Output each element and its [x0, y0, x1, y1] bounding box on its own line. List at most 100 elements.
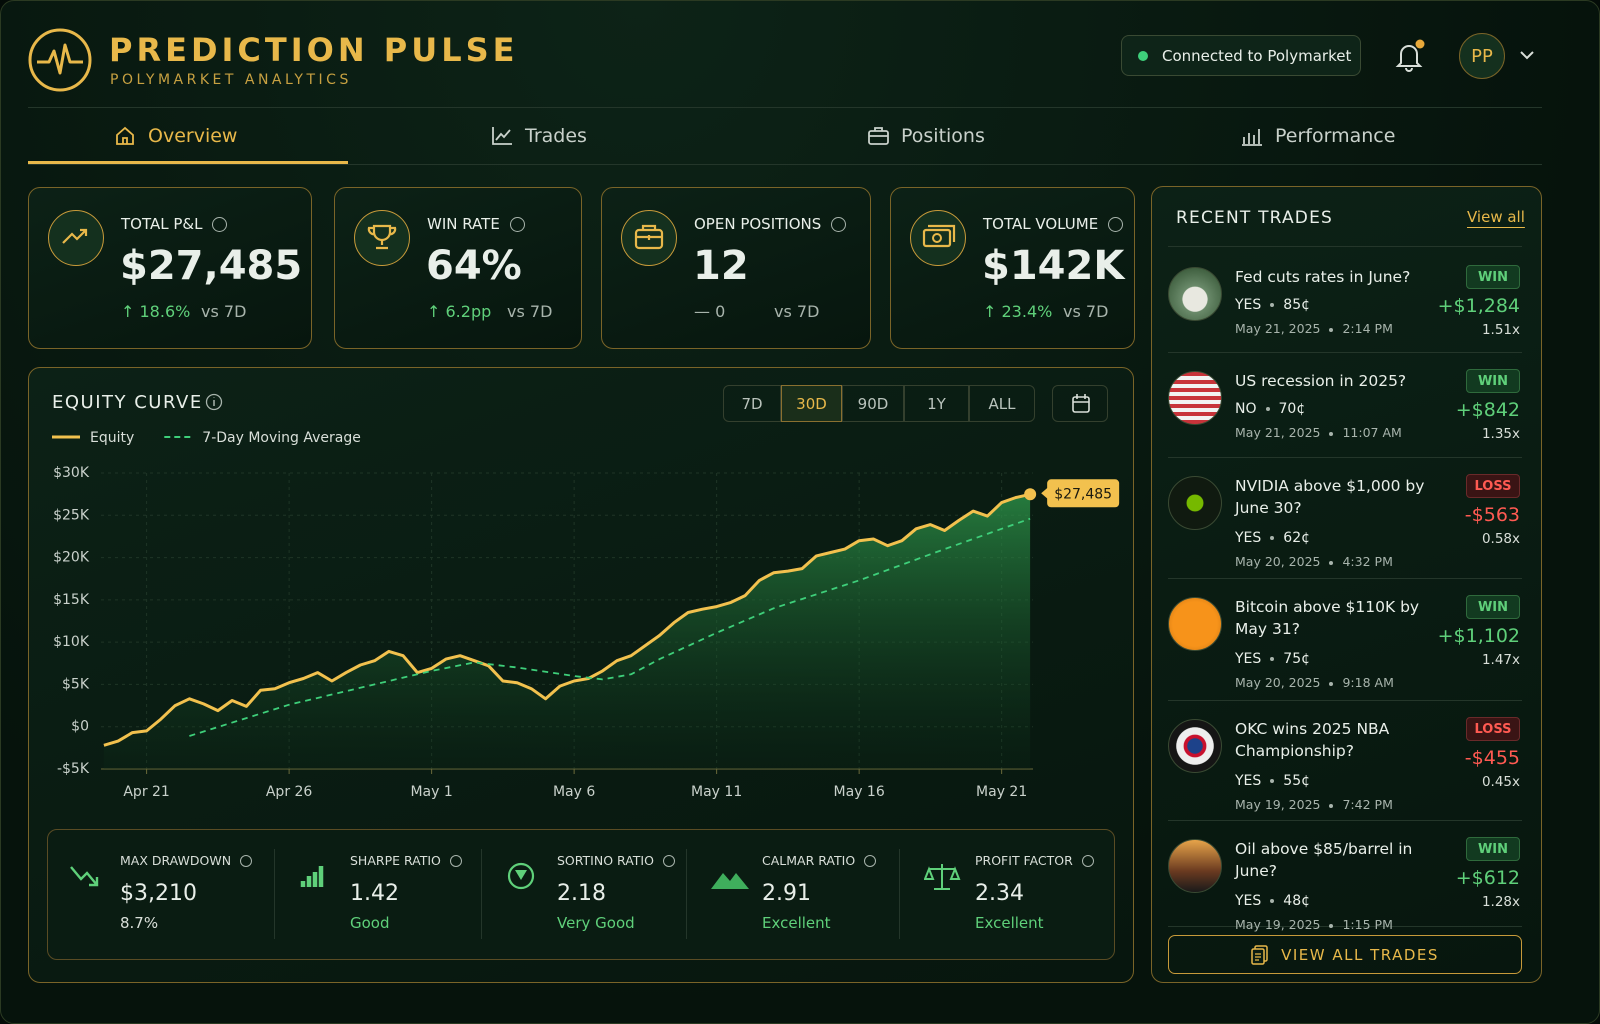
calendar-icon	[1072, 394, 1090, 413]
trade-side: YES 75¢	[1235, 651, 1310, 667]
time: 4:32 PM	[1342, 554, 1393, 569]
metric-label: MAX DRAWDOWN	[120, 853, 253, 868]
trade-row[interactable]: Fed cuts rates in June? YES 85¢ May 21, 202…	[1168, 249, 1522, 353]
metric-icon	[299, 861, 339, 893]
price: 85¢	[1283, 297, 1311, 313]
range-button[interactable]: 7D	[723, 385, 781, 422]
avatar-menu[interactable]	[1519, 49, 1535, 61]
market-name: OKC wins 2025 NBA Championship?	[1235, 720, 1390, 760]
date: May 20, 2025	[1235, 675, 1321, 690]
range-button[interactable]: 30D	[781, 385, 842, 422]
trade-row[interactable]: OKC wins 2025 NBA Championship? YES 55¢ May…	[1168, 701, 1522, 821]
x-tick-label: May 11	[691, 784, 742, 800]
kpi-label-text: OPEN POSITIONS	[694, 215, 822, 233]
view-all-trades-button[interactable]: VIEW ALL TRADES	[1168, 935, 1522, 974]
info-icon	[509, 216, 525, 232]
kpi-label: TOTAL VOLUME	[983, 215, 1124, 233]
trade-date: May 21, 2025 2:14 PM	[1235, 321, 1393, 336]
price: 75¢	[1283, 651, 1311, 667]
y-tick-label: -$5K	[57, 761, 90, 777]
market-name: NVIDIA above $1,000 by June 30?	[1235, 477, 1425, 517]
range-button[interactable]: 1Y	[904, 385, 969, 422]
date: May 21, 2025	[1235, 425, 1321, 440]
market-thumbnail	[1168, 719, 1222, 773]
trade-row[interactable]: Bitcoin above $110K by May 31? YES 75¢ May …	[1168, 579, 1522, 701]
kpi-value: 12	[693, 243, 749, 289]
trade-date: May 19, 2025 7:42 PM	[1235, 797, 1393, 812]
nav-tab[interactable]: Overview	[114, 109, 237, 163]
separator	[1329, 327, 1334, 332]
avatar[interactable]: PP	[1459, 33, 1505, 79]
market-thumbnail	[1168, 476, 1222, 530]
price: 48¢	[1283, 893, 1311, 909]
range-button[interactable]: 90D	[842, 385, 904, 422]
trade-row[interactable]: Oil above $85/barrel in June? YES 48¢ May 1…	[1168, 821, 1522, 932]
kpi-change: ↑ 23.4%	[983, 302, 1053, 321]
range-button[interactable]: ALL	[969, 385, 1035, 422]
side: YES	[1235, 893, 1262, 909]
metric-note: Very Good	[557, 914, 635, 932]
metric-label-text: CALMAR RATIO	[762, 853, 856, 868]
result-badge: WIN	[1466, 595, 1520, 619]
calendar-button[interactable]	[1052, 385, 1108, 422]
tab-label: Trades	[525, 125, 587, 147]
trade-multiple: 1.47x	[1481, 652, 1520, 668]
legend-label: Equity	[90, 430, 134, 446]
market-name: Fed cuts rates in June?	[1235, 268, 1411, 286]
metric-label-text: SORTINO RATIO	[557, 853, 654, 868]
nav-tab[interactable]: Positions	[867, 109, 985, 163]
info-icon	[831, 216, 847, 232]
nav-tab[interactable]: Performance	[1241, 109, 1395, 163]
end-point	[1024, 488, 1037, 501]
time: 1:15 PM	[1342, 917, 1393, 932]
trade-multiple: 1.28x	[1481, 894, 1520, 910]
info-icon	[1081, 854, 1094, 867]
trade-row[interactable]: NVIDIA above $1,000 by June 30? YES 62¢ May…	[1168, 458, 1522, 579]
info-icon	[662, 854, 675, 867]
metric-label-text: PROFIT FACTOR	[975, 853, 1073, 868]
tab-label: Overview	[148, 125, 238, 147]
y-tick-label: $5K	[62, 676, 90, 692]
side: YES	[1235, 530, 1262, 546]
metric-icon	[506, 861, 546, 893]
kpi-change: ↑ 6.2pp	[427, 302, 492, 321]
metric-label-text: MAX DRAWDOWN	[120, 853, 232, 868]
view-all-link[interactable]: View all	[1467, 208, 1525, 226]
price: 70¢	[1278, 401, 1306, 417]
metric-label: CALMAR RATIO	[762, 853, 877, 868]
kpi-label: WIN RATE	[427, 215, 525, 233]
trade-date: May 19, 2025 1:15 PM	[1235, 917, 1393, 932]
nav-tab[interactable]: Trades	[491, 109, 587, 163]
y-tick-label: $20K	[53, 550, 90, 566]
trade-pnl: +$1,102	[1437, 625, 1520, 647]
recent-trades-title: RECENT TRADES	[1176, 208, 1334, 228]
kpi-label-text: TOTAL VOLUME	[983, 215, 1099, 233]
trade-multiple: 1.51x	[1481, 322, 1520, 338]
divider	[1168, 246, 1522, 247]
separator	[1329, 431, 1334, 436]
trade-row[interactable]: US recession in 2025? NO 70¢ May 21, 2025 11…	[1168, 353, 1522, 458]
metric-divider	[686, 849, 687, 939]
trade-pnl: +$1,284	[1437, 295, 1520, 317]
y-tick-label: $25K	[53, 507, 90, 523]
result-badge: WIN	[1466, 265, 1520, 289]
legend-label: 7-Day Moving Average	[202, 430, 361, 446]
connection-status[interactable]: Connected to Polymarket	[1121, 35, 1361, 76]
separator	[1270, 303, 1275, 307]
side: NO	[1235, 401, 1257, 417]
time: 7:42 PM	[1342, 797, 1393, 812]
metric-label: PROFIT FACTOR	[975, 853, 1094, 868]
trade-date: May 21, 2025 11:07 AM	[1235, 425, 1402, 440]
trade-pnl: -$563	[1464, 504, 1520, 526]
metric-label: SORTINO RATIO	[557, 853, 675, 868]
kpi-change: ↑ 18.6%	[121, 302, 191, 321]
trade-multiple: 1.35x	[1481, 426, 1520, 442]
result-badge: LOSS	[1466, 717, 1520, 741]
time: 2:14 PM	[1342, 321, 1393, 336]
date: May 19, 2025	[1235, 797, 1321, 812]
time: 11:07 AM	[1342, 425, 1402, 440]
metric-value: 1.42	[350, 881, 399, 906]
metric-icon	[69, 861, 109, 893]
notifications[interactable]	[1393, 39, 1425, 73]
